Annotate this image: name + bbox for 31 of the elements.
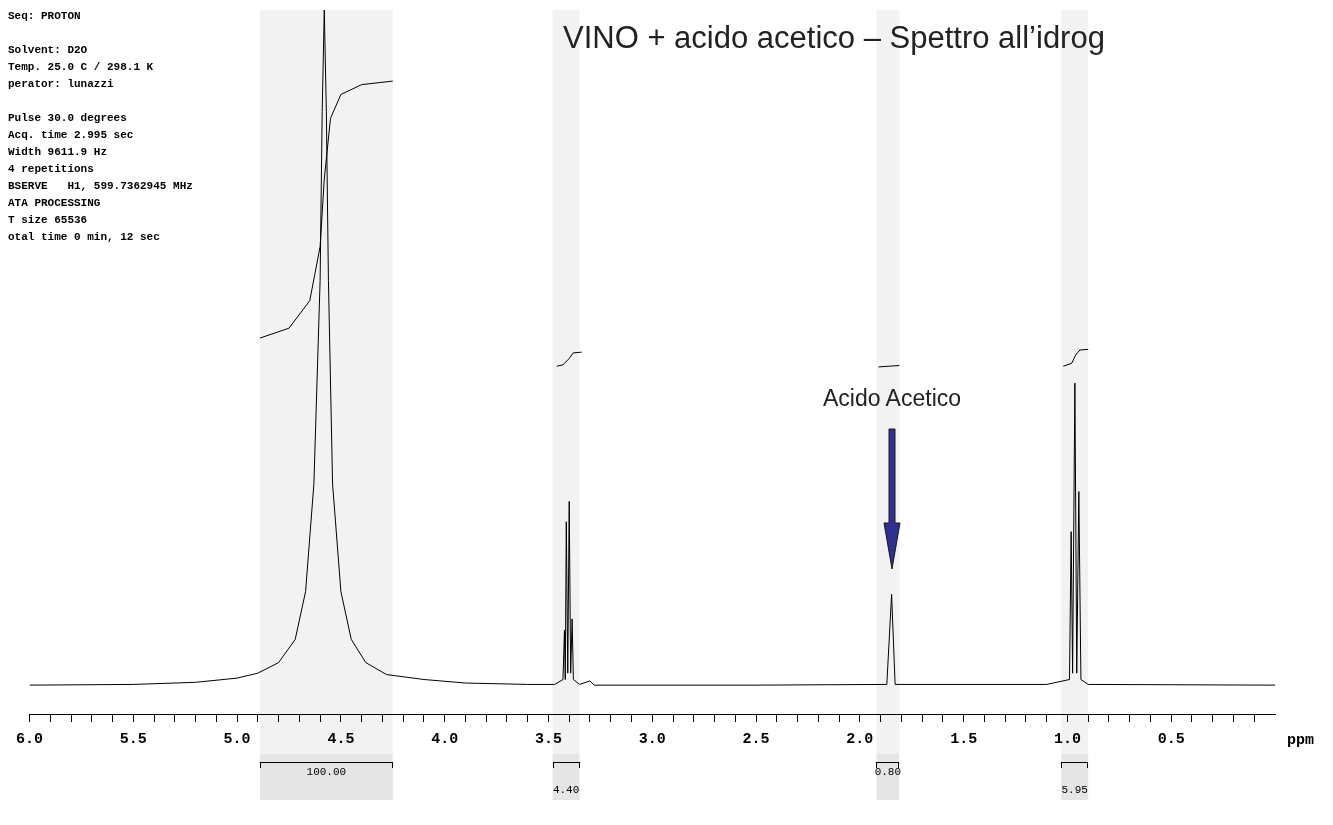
band-label: 4.40 bbox=[551, 784, 581, 796]
x-tick-label: 3.5 bbox=[534, 730, 562, 748]
annotation: Seq: PROTON bbox=[8, 9, 82, 24]
band-label: 5.95 bbox=[1060, 784, 1089, 796]
annotation: Acido Acetico bbox=[821, 385, 963, 412]
band-label: 0.80 bbox=[873, 766, 903, 778]
annotation: T size 65536 bbox=[8, 213, 89, 228]
x-tick-label: 1.0 bbox=[1053, 730, 1081, 748]
annotation: 4 repetitions bbox=[8, 162, 95, 177]
x-tick-label: 5.5 bbox=[119, 730, 147, 748]
x-axis-title: ppm bbox=[1287, 732, 1315, 749]
x-tick-label: 6.0 bbox=[15, 730, 44, 748]
x-tick-label: 3.0 bbox=[638, 730, 666, 748]
annotation: Temp. 25.0 C / 298.1 K bbox=[8, 60, 155, 75]
annotation: Width 9611.9 Hz bbox=[8, 145, 109, 160]
x-tick-label: 4.0 bbox=[431, 730, 459, 748]
annotation: Pulse 30.0 degrees bbox=[8, 111, 128, 126]
annotation: Acq. time 2.995 sec bbox=[8, 128, 135, 143]
x-tick-label: 1.5 bbox=[950, 730, 978, 748]
x-tick-label: 2.5 bbox=[742, 730, 770, 748]
annotation: Solvent: D2O bbox=[8, 43, 89, 58]
annotation: perator: lunazzi bbox=[8, 77, 115, 92]
x-tick-label: 0.5 bbox=[1157, 730, 1185, 748]
annotation: BSERVE H1, 599.7362945 MHz bbox=[8, 179, 193, 194]
x-tick-label: 2.0 bbox=[846, 730, 874, 748]
annotation: ATA PROCESSING bbox=[8, 196, 102, 211]
band-label: 100.00 bbox=[305, 766, 348, 778]
x-tick-label: 4.5 bbox=[327, 730, 355, 748]
x-tick-label: 5.0 bbox=[223, 730, 251, 748]
chart-title: VINO + acido acetico – Spettro all’idrog bbox=[563, 20, 1105, 56]
annotation: otal time 0 min, 12 sec bbox=[8, 230, 161, 245]
